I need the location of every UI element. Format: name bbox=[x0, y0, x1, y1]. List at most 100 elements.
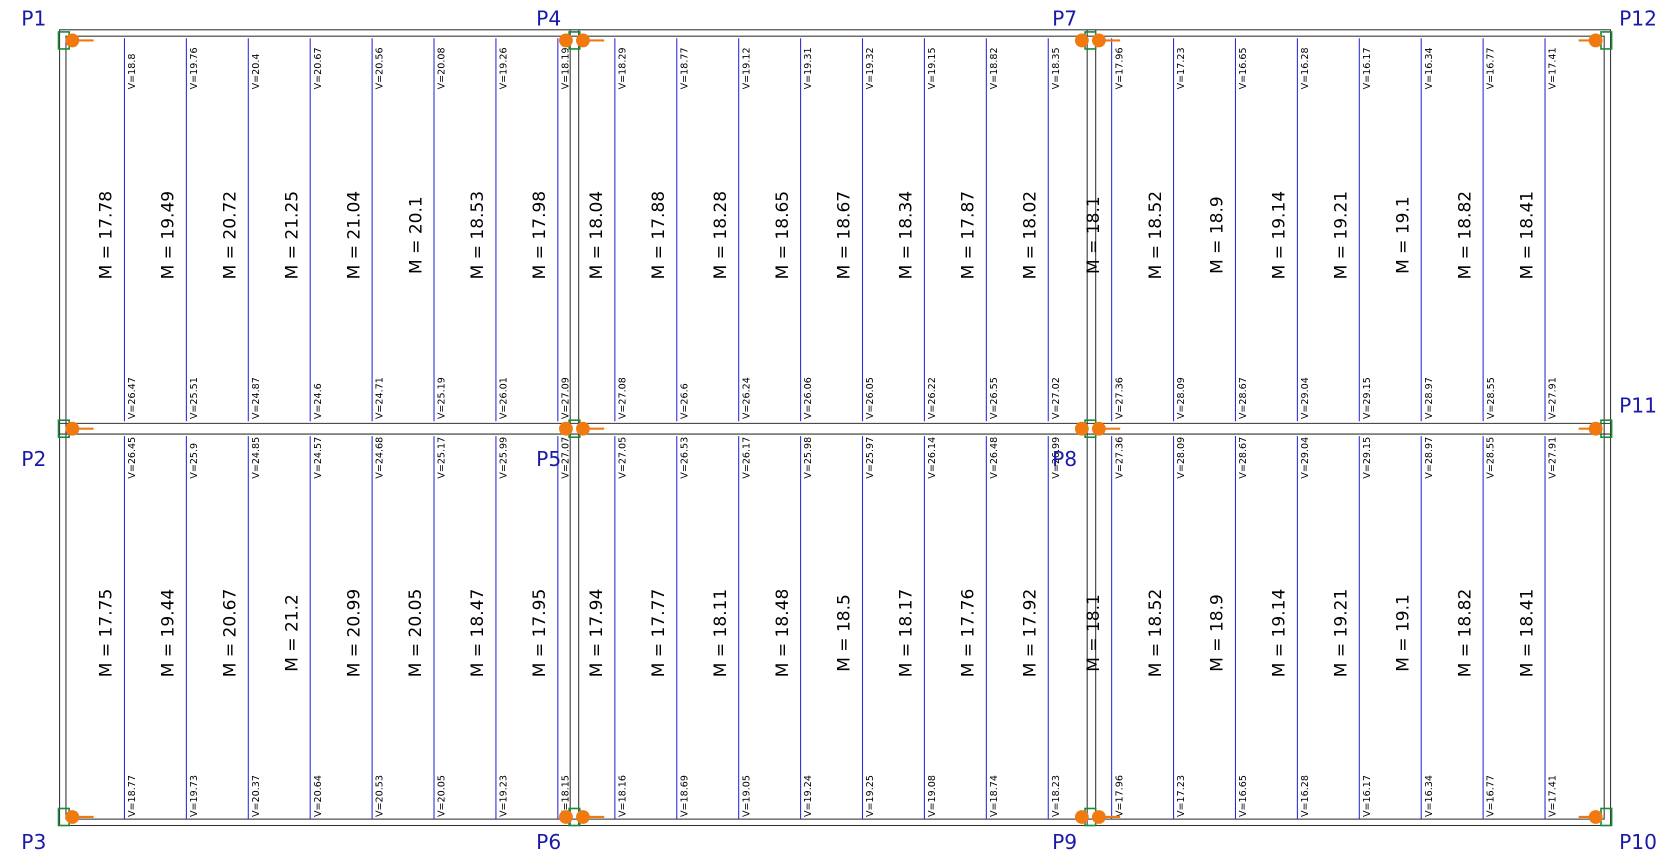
shear-label-top: V=27.91 bbox=[1548, 437, 1559, 479]
moment-label: M = 18.67 bbox=[835, 191, 855, 279]
shear-label-bottom: V=26.22 bbox=[927, 377, 938, 419]
shear-label-top: V=26.45 bbox=[127, 437, 138, 479]
moment-label: M = 17.77 bbox=[649, 589, 669, 677]
moment-label: M = 18.65 bbox=[773, 191, 793, 279]
shear-label-top: V=29.15 bbox=[1362, 437, 1373, 479]
moment-label: M = 19.1 bbox=[1393, 196, 1413, 274]
moment-label: M = 18.47 bbox=[468, 589, 488, 677]
moment-label: M = 18.82 bbox=[1455, 589, 1475, 677]
shear-label-top: V=18.82 bbox=[989, 47, 1000, 89]
shear-label-bottom: V=29.15 bbox=[1362, 377, 1373, 419]
moment-label: M = 20.99 bbox=[344, 589, 364, 677]
shear-label-top: V=19.12 bbox=[741, 47, 752, 89]
shear-label-top: V=29.04 bbox=[1300, 437, 1311, 479]
shear-label-top: V=27.05 bbox=[618, 437, 629, 479]
shear-label-bottom: V=16.17 bbox=[1362, 775, 1373, 817]
shear-label-top: V=18.8 bbox=[127, 54, 138, 90]
support-node bbox=[1074, 421, 1089, 436]
moment-label: M = 18.48 bbox=[773, 589, 793, 677]
shear-label-bottom: V=19.25 bbox=[865, 775, 876, 817]
shear-label-top: V=19.15 bbox=[927, 47, 938, 89]
moment-label: M = 17.87 bbox=[959, 191, 979, 279]
shear-label-top: V=25.9 bbox=[189, 443, 200, 479]
shear-label-top: V=26.53 bbox=[679, 437, 690, 479]
pillar-label: P8 bbox=[1052, 447, 1077, 471]
shear-label-top: V=26.14 bbox=[927, 437, 938, 479]
moment-label: M = 17.94 bbox=[587, 589, 607, 677]
moment-label: M = 18.11 bbox=[711, 589, 731, 677]
shear-label-bottom: V=28.09 bbox=[1176, 377, 1187, 419]
moment-label: M = 19.14 bbox=[1270, 589, 1290, 677]
pillar-label: P12 bbox=[1619, 7, 1657, 31]
shear-label-top: V=16.17 bbox=[1362, 47, 1373, 89]
shear-label-bottom: V=29.04 bbox=[1300, 377, 1311, 419]
shear-label-bottom: V=19.24 bbox=[803, 775, 814, 817]
shear-label-bottom: V=18.16 bbox=[618, 775, 629, 817]
shear-label-top: V=20.56 bbox=[375, 47, 386, 89]
shear-label-bottom: V=17.96 bbox=[1114, 775, 1125, 817]
shear-label-top: V=20.67 bbox=[313, 47, 324, 89]
shear-label-top: V=19.31 bbox=[803, 47, 814, 89]
shear-label-bottom: V=26.01 bbox=[499, 377, 510, 419]
shear-label-bottom: V=16.34 bbox=[1424, 775, 1435, 817]
support-node bbox=[559, 421, 573, 436]
moment-label: M = 20.72 bbox=[221, 191, 241, 279]
pillar-label: P1 bbox=[21, 7, 46, 31]
shear-label-top: V=16.28 bbox=[1300, 47, 1311, 89]
shear-label-bottom: V=17.41 bbox=[1548, 775, 1559, 817]
shear-label-top: V=24.85 bbox=[251, 437, 262, 479]
shear-label-bottom: V=24.87 bbox=[251, 377, 262, 419]
moment-label: M = 17.98 bbox=[530, 191, 550, 279]
shear-label-bottom: V=17.23 bbox=[1176, 775, 1187, 817]
shear-label-top: V=24.68 bbox=[375, 437, 386, 479]
shear-label-top: V=28.67 bbox=[1238, 437, 1249, 479]
moment-label: M = 21.04 bbox=[344, 191, 364, 279]
shear-label-bottom: V=26.06 bbox=[803, 377, 814, 419]
shear-label-bottom: V=26.55 bbox=[989, 377, 1000, 419]
shear-label-top: V=18.29 bbox=[618, 47, 629, 89]
shear-label-bottom: V=25.19 bbox=[437, 377, 448, 419]
shear-label-top: V=20.08 bbox=[437, 47, 448, 89]
shear-label-bottom: V=27.91 bbox=[1548, 377, 1559, 419]
moment-label: M = 19.1 bbox=[1393, 594, 1413, 672]
moment-label: M = 18.82 bbox=[1455, 191, 1475, 279]
pillar-label: P7 bbox=[1052, 7, 1077, 31]
shear-label-bottom: V=16.77 bbox=[1486, 775, 1497, 817]
moment-label: M = 17.78 bbox=[97, 191, 117, 279]
shear-label-top: V=17.23 bbox=[1176, 47, 1187, 89]
pillar-label: P5 bbox=[536, 447, 561, 471]
support-node bbox=[576, 810, 590, 824]
moment-label: M = 18.02 bbox=[1020, 191, 1040, 279]
moment-label: M = 18.41 bbox=[1517, 589, 1537, 677]
moment-label: M = 19.21 bbox=[1332, 191, 1352, 279]
shear-label-bottom: V=19.73 bbox=[189, 775, 200, 817]
moment-label: M = 17.88 bbox=[649, 191, 669, 279]
moment-label: M = 18.52 bbox=[1146, 191, 1166, 279]
shear-label-top: V=28.97 bbox=[1424, 437, 1435, 479]
pillar-label: P4 bbox=[536, 7, 561, 31]
beams bbox=[59, 29, 1612, 827]
shear-label-bottom: V=26.24 bbox=[741, 377, 752, 419]
shear-label-top: V=24.57 bbox=[313, 437, 324, 479]
shear-label-top: V=18.19 bbox=[560, 47, 571, 89]
shear-label-bottom: V=19.23 bbox=[499, 775, 510, 817]
pillar-label: P11 bbox=[1619, 394, 1657, 418]
shear-label-top: V=26.99 bbox=[1051, 437, 1062, 479]
shear-label-bottom: V=19.05 bbox=[741, 775, 752, 817]
shear-label-top: V=28.55 bbox=[1486, 437, 1497, 479]
shear-label-bottom: V=18.23 bbox=[1051, 775, 1062, 817]
shear-label-top: V=25.99 bbox=[499, 437, 510, 479]
support-node bbox=[1074, 810, 1089, 824]
support-node bbox=[559, 810, 573, 824]
pillar-label: P9 bbox=[1052, 830, 1077, 854]
support-node bbox=[65, 33, 80, 48]
shear-label-top: V=28.09 bbox=[1176, 437, 1187, 479]
shear-label-top: V=16.65 bbox=[1238, 47, 1249, 89]
shear-label-top: V=25.97 bbox=[865, 437, 876, 479]
shear-label-top: V=19.26 bbox=[499, 47, 510, 89]
shear-label-top: V=20.4 bbox=[251, 54, 262, 90]
support-node bbox=[65, 810, 80, 824]
shear-label-bottom: V=28.67 bbox=[1238, 377, 1249, 419]
shear-label-top: V=17.96 bbox=[1114, 47, 1125, 89]
